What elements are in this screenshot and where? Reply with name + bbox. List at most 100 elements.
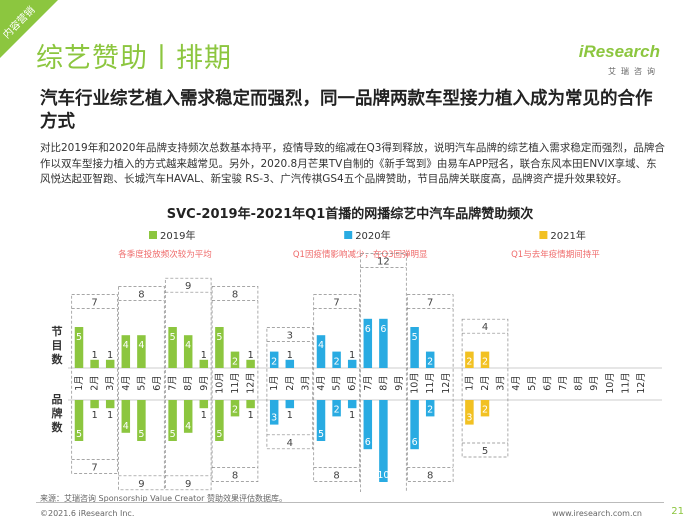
- program-value-label: 1: [349, 350, 355, 361]
- quarter-program-total: 9: [185, 281, 191, 292]
- footer-divider: [36, 502, 664, 503]
- month-label: 5月: [527, 375, 538, 391]
- brand-bar: [168, 400, 177, 441]
- legend-label-0: 2019年: [160, 229, 195, 242]
- month-label: 3月: [300, 375, 311, 391]
- quarter-box: [461, 318, 509, 458]
- program-value-label: 2: [466, 357, 472, 368]
- row-label-top: 数: [52, 352, 64, 366]
- row-label-bottom: 牌: [52, 406, 63, 420]
- brand-bar: [269, 400, 279, 425]
- program-value-label: 6: [380, 324, 386, 335]
- program-bar: [465, 351, 474, 368]
- program-bar: [230, 351, 240, 368]
- month-label: 11月: [230, 372, 241, 394]
- quarter-box: [71, 294, 118, 474]
- legend-label-1: 2020年: [355, 229, 390, 242]
- month-label: 8月: [183, 375, 194, 391]
- month-label: 10月: [605, 372, 616, 394]
- brand-value-label: 3: [466, 413, 472, 424]
- program-bar: [363, 318, 373, 368]
- brand-value-label: 5: [76, 429, 82, 440]
- program-value-label: 4: [138, 340, 144, 351]
- brand-bar: [183, 400, 193, 433]
- program-value-label: 4: [185, 340, 191, 351]
- month-label: 3月: [105, 375, 116, 391]
- corner-tag-background: [0, 0, 58, 58]
- brand-bar: [199, 400, 209, 409]
- row-label-top: 目: [52, 339, 63, 352]
- quarter-program-total: 3: [287, 330, 293, 341]
- program-value-label: 5: [170, 332, 176, 343]
- brand-value-label: 5: [318, 429, 324, 440]
- month-label: 10月: [214, 372, 225, 394]
- website: www.iresearch.com.cn: [552, 509, 642, 518]
- brand-bar: [121, 400, 131, 433]
- brand-value-label: 6: [365, 437, 371, 448]
- program-bar: [199, 359, 209, 368]
- month-label: 2月: [285, 375, 296, 391]
- brand-bar: [215, 400, 224, 441]
- month-label: 7月: [168, 375, 179, 391]
- month-label: 4月: [316, 375, 327, 391]
- quarter-brand-total: 8: [232, 471, 238, 482]
- brand-bar: [246, 400, 255, 409]
- iresearch-logo: iResearch: [578, 42, 660, 61]
- program-bar: [168, 327, 177, 368]
- month-label: 8月: [378, 375, 389, 391]
- month-label: 1月: [464, 375, 475, 391]
- brand-bar: [74, 400, 84, 441]
- month-label: 12月: [246, 372, 257, 394]
- brand-bar: [285, 400, 295, 409]
- month-label: 9月: [199, 375, 210, 391]
- program-value-label: 5: [216, 332, 222, 343]
- quarter-program-total: 8: [232, 289, 238, 300]
- program-value-label: 5: [76, 332, 82, 343]
- month-label: 12月: [441, 372, 452, 394]
- row-label-top: 节: [52, 324, 63, 338]
- legend-swatch-0: [149, 231, 157, 239]
- legend-swatch-2: [539, 231, 548, 239]
- quarter-box: [406, 294, 454, 482]
- program-bar: [285, 359, 295, 368]
- month-label: 9月: [589, 375, 600, 391]
- month-label: 12月: [636, 372, 647, 394]
- page-description: 对比2019年和2020年品牌支持频次总数基本持平，疫情导致的缩减在Q3得到释放…: [40, 142, 665, 185]
- quarter-box: [164, 277, 212, 491]
- program-bar: [105, 359, 115, 368]
- month-label: 11月: [620, 372, 631, 394]
- brand-value-label: 1: [349, 410, 355, 421]
- program-bar: [347, 359, 357, 368]
- source-note: 来源：艾瑞咨询 Sponsorship Value Creator 赞助效果评估…: [40, 494, 287, 503]
- program-bar: [137, 335, 146, 368]
- legend-swatch-1: [344, 231, 353, 239]
- row-label-bottom: 数: [52, 420, 64, 434]
- sponsorship-chart: SVC-2019年-2021年Q1首播的网播综艺中汽车品牌赞助频次节目数品牌数2…: [52, 206, 662, 492]
- program-value-label: 2: [334, 357, 340, 368]
- copyright: ©2021.6 iResearch Inc.: [40, 509, 135, 518]
- month-label: 5月: [332, 375, 343, 391]
- quarter-brand-total: 8: [333, 471, 339, 482]
- program-bar: [379, 318, 388, 368]
- brand-value-label: 4: [185, 421, 191, 432]
- brand-bar: [465, 400, 474, 425]
- program-value-label: 1: [201, 350, 207, 361]
- program-value-label: 1: [92, 350, 98, 361]
- quarter-program-total: 4: [482, 322, 488, 333]
- brand-bar: [410, 400, 419, 450]
- legend-label-2: 2021年: [550, 229, 585, 242]
- program-value-label: 2: [271, 357, 277, 368]
- brand-value-label: 1: [92, 410, 98, 421]
- page-number: 21: [671, 506, 684, 517]
- page-title: 综艺赞助丨排期: [36, 43, 232, 74]
- brand-bar: [316, 400, 326, 441]
- month-label: 8月: [574, 375, 585, 391]
- quarter-brand-total: 5: [482, 446, 488, 457]
- brand-value-label: 5: [138, 429, 144, 440]
- brand-value-label: 1: [107, 410, 113, 421]
- month-label: 10月: [410, 372, 421, 394]
- quarter-brand-total: 8: [427, 471, 433, 482]
- program-value-label: 2: [427, 357, 433, 368]
- program-bar: [246, 359, 255, 368]
- brand-bar: [137, 400, 146, 441]
